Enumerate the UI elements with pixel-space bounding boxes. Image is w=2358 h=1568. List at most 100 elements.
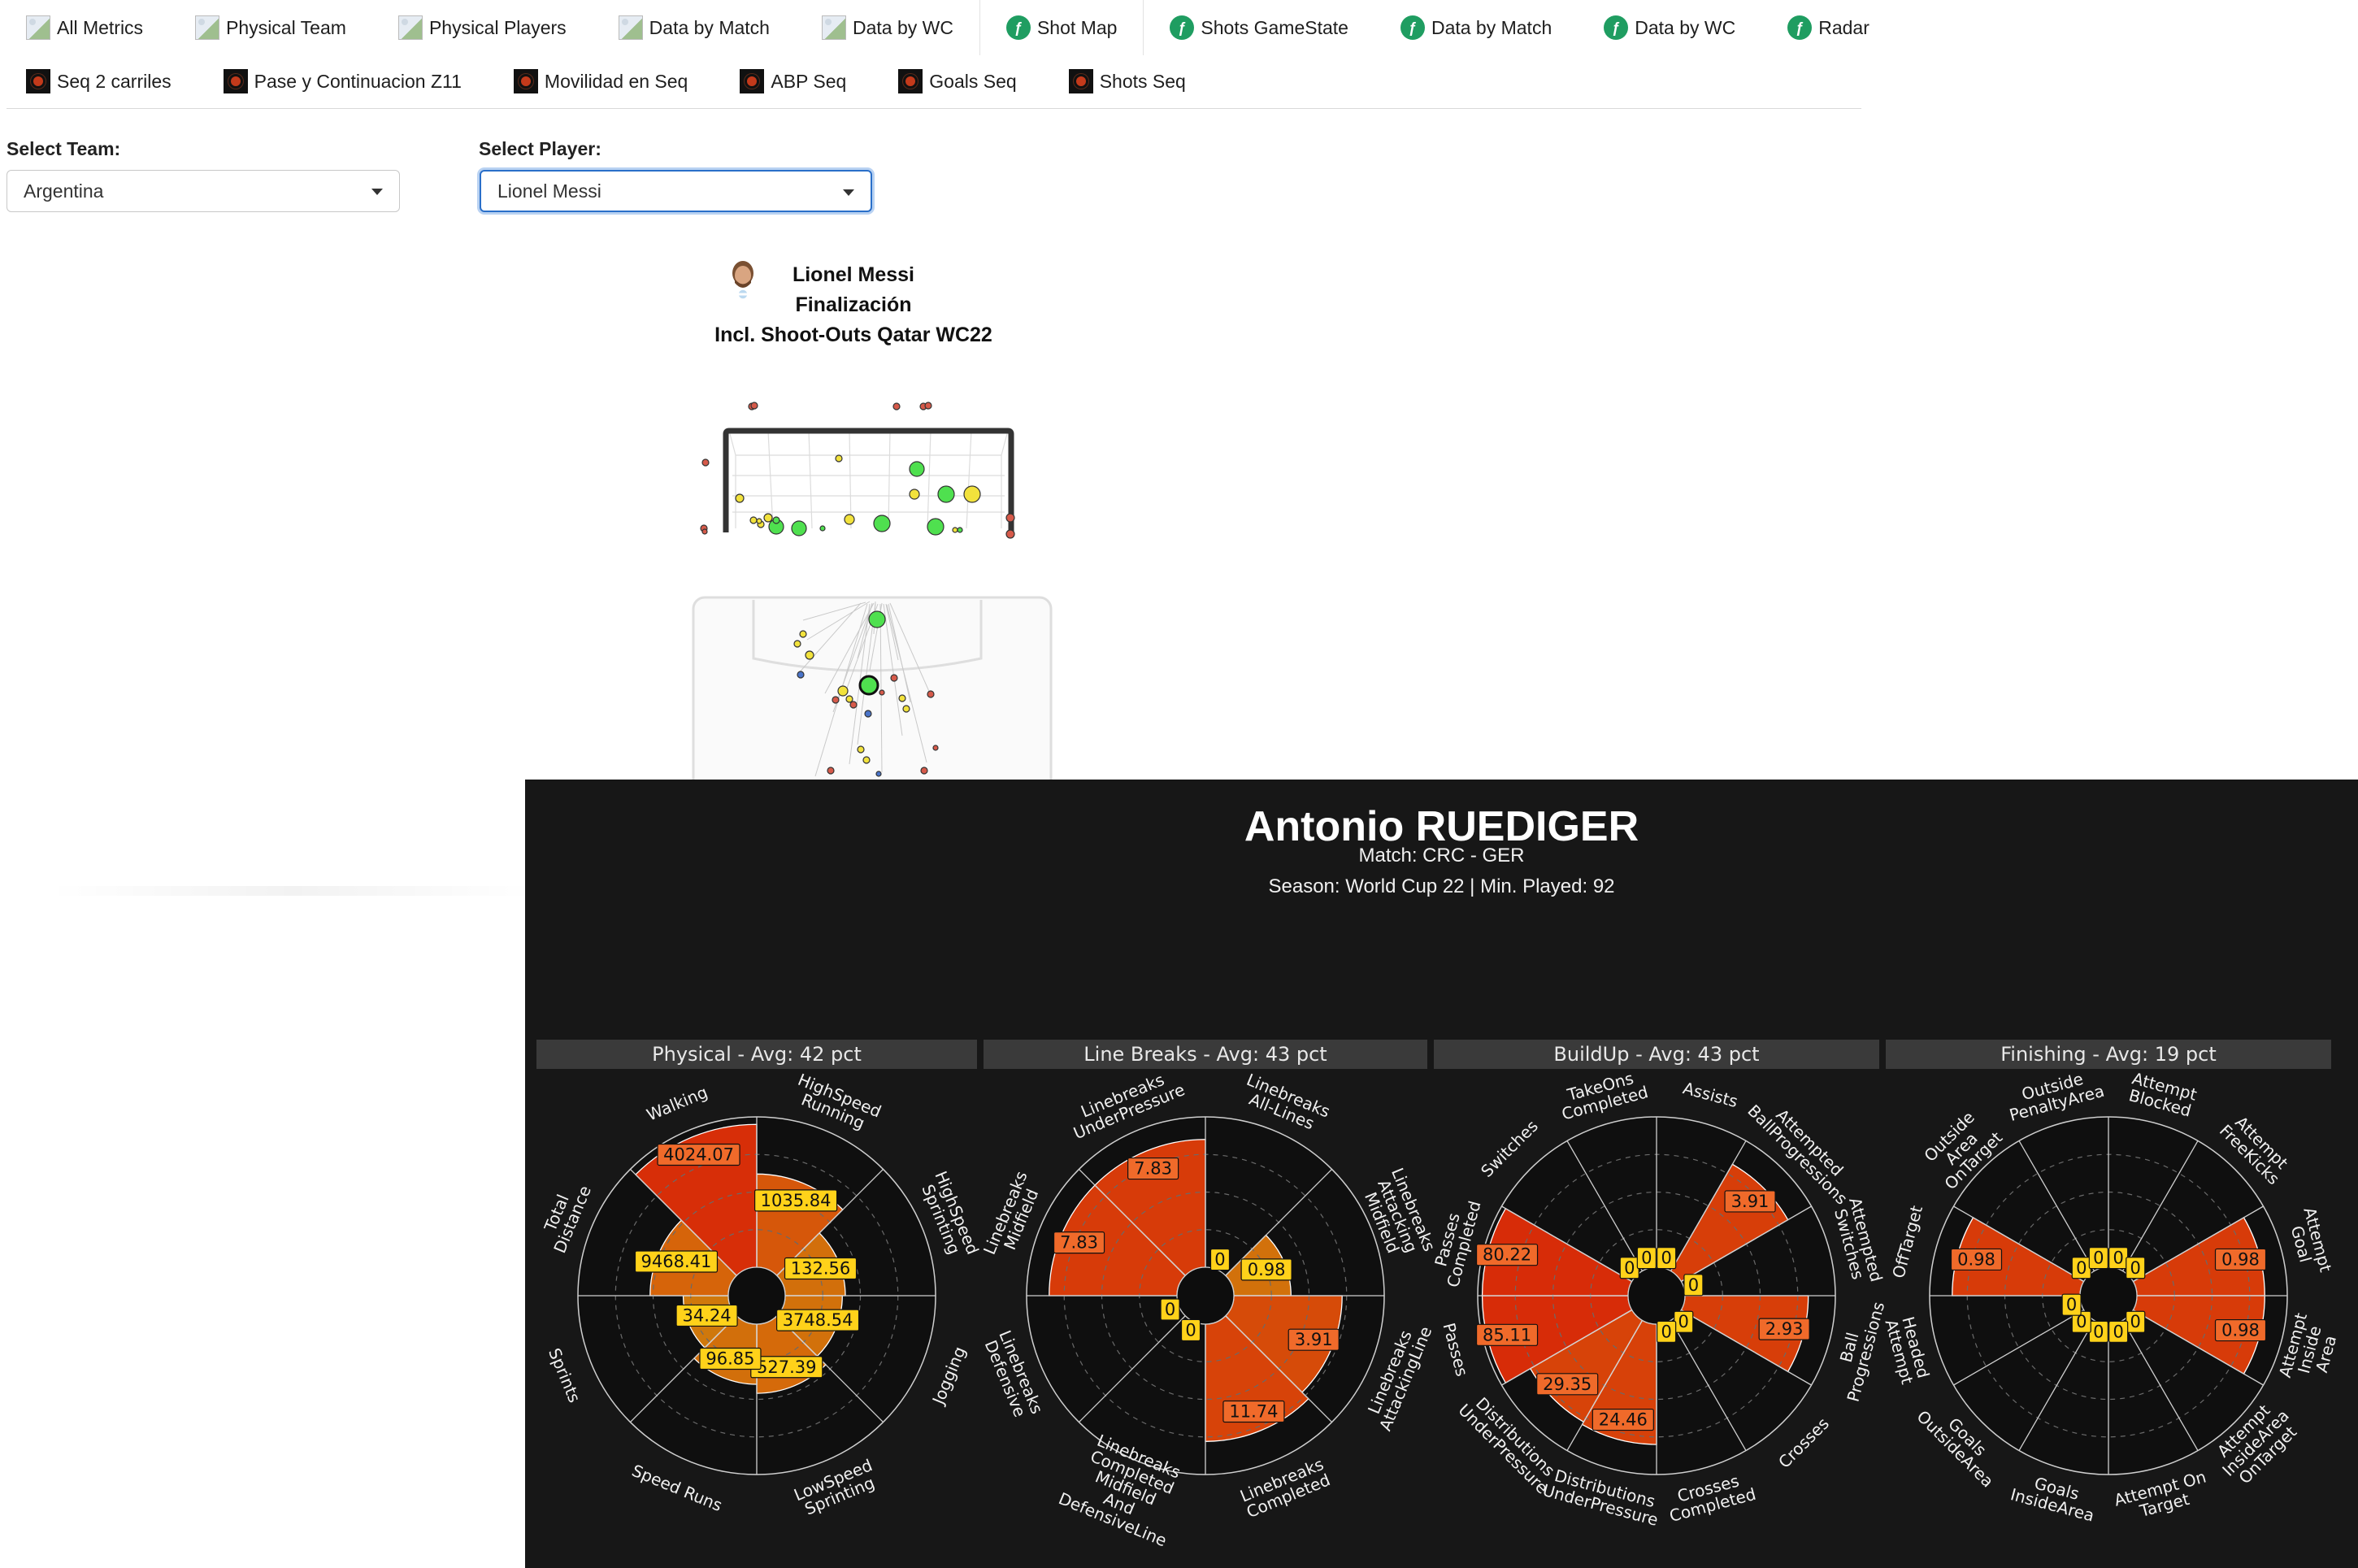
radar-value-label: 3748.54 [783, 1310, 853, 1330]
radar-spoke [1680, 1205, 1812, 1283]
radar-value-label: 0 [1185, 1320, 1196, 1340]
image-icon [397, 15, 423, 40]
tab-data-by-wc[interactable]: ƒ Data by WC [1578, 0, 1761, 55]
radar-value-box [634, 1250, 719, 1273]
radar-value-box [1636, 1247, 1657, 1270]
radar-header-bar [1434, 1040, 1879, 1069]
radar-value-box [776, 1309, 860, 1331]
goal-net [728, 430, 1009, 529]
image-icon [26, 15, 50, 40]
tab-data-by-match[interactable]: ƒ Data by Match [1374, 0, 1578, 55]
tab-label: Goals Seq [929, 70, 1017, 92]
radar-value-box [1657, 1320, 1677, 1343]
radar-center [1176, 1266, 1235, 1325]
radar-value-box [1657, 1247, 1677, 1270]
team-select[interactable]: Argentina [7, 170, 400, 212]
radar-value-label: 0 [2076, 1312, 2087, 1331]
radar-center [727, 1266, 786, 1325]
radar-spoke [1566, 1319, 1644, 1451]
player-select-label: Select Player: [479, 138, 601, 159]
radar-value-label: 3.91 [1731, 1192, 1770, 1211]
tab-goals-seq[interactable]: Goals Seq [872, 54, 1042, 109]
overlay-shadow [49, 886, 536, 896]
tab-label: Shots Seq [1099, 70, 1186, 92]
radar-metric-label: AttemptedSwitches [1829, 1196, 1887, 1288]
pitch-shots [793, 610, 939, 777]
radar-value-box [1950, 1248, 2003, 1271]
radar-metric-label: Jogging [927, 1344, 969, 1409]
radar-metric-label: Walking [644, 1082, 710, 1124]
radar-chart-title: Finishing - Avg: 19 pct [2000, 1043, 2217, 1066]
tab-pase-y-continuacion-z11[interactable]: Pase y Continuacion Z11 [198, 54, 488, 109]
dashboard-tabs-row-1: All Metrics Physical Team Physical Players… [0, 0, 1896, 55]
radar-metric-label: Passes [1439, 1321, 1472, 1379]
radar-value-label: 34.24 [682, 1305, 731, 1325]
tab-shot-map[interactable]: ƒ Shot Map [979, 0, 1143, 55]
radar-chart-title: Line Breaks - Avg: 43 pct [1083, 1043, 1327, 1066]
shot-map-subtitle: Finalización [795, 293, 912, 316]
radar-value-label: 132.56 [791, 1258, 850, 1278]
ft-icon: ƒ [1604, 15, 1629, 40]
chevron-down-icon [843, 189, 854, 196]
radar-value-box [1724, 1190, 1776, 1213]
dark-logo-icon [1068, 69, 1093, 93]
radar-header-bar [984, 1040, 1427, 1069]
tab-data-by-wc[interactable]: Data by WC [796, 0, 979, 55]
radar-value-box [1592, 1408, 1654, 1431]
tab-label: Shot Map [1036, 16, 1118, 38]
tab-radar[interactable]: ƒ Radar [1761, 0, 1896, 55]
radar-value-label: 0.98 [2221, 1321, 2260, 1340]
goal-shots [700, 402, 1015, 539]
tab-label: Data by Match [1431, 16, 1552, 38]
radar-value-label: 85.11 [1483, 1325, 1531, 1344]
tab-physical-players[interactable]: Physical Players [372, 0, 593, 55]
tab-data-by-match[interactable]: Data by Match [593, 0, 796, 55]
radar-value-box [1758, 1318, 1810, 1340]
tab-movilidad-en-seq[interactable]: Movilidad en Seq [488, 54, 714, 109]
tab-abp-seq[interactable]: ABP Seq [714, 54, 872, 109]
radar-header-bar [536, 1040, 977, 1069]
tab-all-metrics[interactable]: All Metrics [0, 0, 169, 55]
radar-value-box [1053, 1231, 1105, 1254]
player-select[interactable]: Lionel Messi [480, 170, 872, 212]
radar-spoke [776, 1315, 884, 1423]
image-icon [821, 15, 846, 40]
radar-value-label: 0 [1641, 1249, 1652, 1268]
radar-value-label: 80.22 [1483, 1245, 1531, 1265]
radar-value-box [1536, 1373, 1599, 1396]
dark-logo-icon [513, 69, 538, 93]
radar-spoke [2132, 1309, 2264, 1386]
team-select-value: Argentina [24, 180, 104, 202]
radar-value-label: 0 [2113, 1322, 2123, 1341]
tab-label: Shots GameState [1201, 16, 1348, 38]
radar-value-box [1209, 1248, 1231, 1271]
tab-label: Physical Team [226, 16, 346, 38]
tab-shots-seq[interactable]: Shots Seq [1043, 54, 1212, 109]
tab-label: Data by WC [852, 16, 953, 38]
radar-value-label: 0 [2130, 1312, 2141, 1331]
shot-map-title: Lionel Messi Finalización Incl. Shoot-Ou… [699, 260, 1008, 350]
radar-metric-label: GoalsInsideArea [2008, 1468, 2101, 1526]
radar-metric-label: TakeOnsCompleted [1555, 1066, 1650, 1124]
goal-frame [723, 428, 1014, 532]
radar-value-box [784, 1257, 858, 1280]
radar-season-info: Season: World Cup 22 | Min. Played: 92 [1268, 875, 1615, 897]
radar-value-box [2108, 1320, 2129, 1343]
chevron-down-icon [371, 189, 383, 195]
shot-map-context: Incl. Shoot-Outs Qatar WC22 [714, 324, 992, 346]
radar-value-label: 29.35 [1543, 1375, 1592, 1394]
radar-match-info: Match: CRC - GER [1358, 845, 1525, 867]
tab-seq-2-carriles[interactable]: Seq 2 carriles [0, 54, 198, 109]
tab-physical-team[interactable]: Physical Team [169, 0, 372, 55]
radar-spoke [2132, 1205, 2264, 1283]
radar-value-box [2061, 1293, 2082, 1316]
radar-spoke [2121, 1140, 2199, 1272]
shot-map-player-name: Lionel Messi [792, 263, 915, 286]
radar-spoke [1078, 1315, 1186, 1423]
radar-spoke [1953, 1309, 2085, 1386]
dark-logo-icon [898, 69, 923, 93]
radar-value-label: 0 [2093, 1249, 2104, 1268]
tab-shots-gamestate[interactable]: ƒ Shots GameState [1143, 0, 1374, 55]
tab-label: Data by Match [649, 16, 770, 38]
radar-spoke [1670, 1319, 1747, 1451]
